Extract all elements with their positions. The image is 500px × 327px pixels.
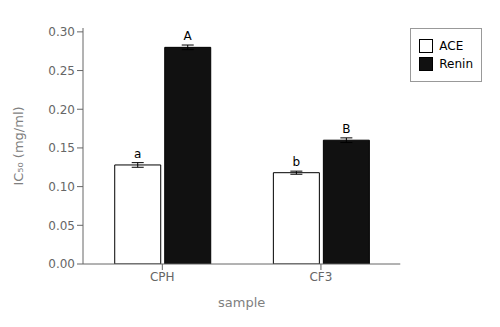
svg-text:sample: sample xyxy=(218,295,265,310)
html-text:Renin: Renin xyxy=(439,57,473,71)
svg-text:0.05: 0.05 xyxy=(48,219,75,233)
svg-text:0.25: 0.25 xyxy=(48,64,75,78)
svg-text:0.20: 0.20 xyxy=(48,103,75,117)
svg-text:IC₅₀ (mg/ml): IC₅₀ (mg/ml) xyxy=(11,106,26,185)
svg-text:a: a xyxy=(134,147,141,161)
svg-text:b: b xyxy=(293,155,301,169)
svg-text:0.15: 0.15 xyxy=(48,141,75,155)
svg-text:A: A xyxy=(184,29,193,43)
svg-text:0.00: 0.00 xyxy=(48,257,75,271)
html-text:ACE: ACE xyxy=(439,39,464,53)
svg-text:CF3: CF3 xyxy=(309,270,332,284)
svg-text:CPH: CPH xyxy=(150,270,175,284)
svg-text:0.30: 0.30 xyxy=(48,25,75,39)
svg-text:0.10: 0.10 xyxy=(48,180,75,194)
svg-text:B: B xyxy=(342,122,350,136)
